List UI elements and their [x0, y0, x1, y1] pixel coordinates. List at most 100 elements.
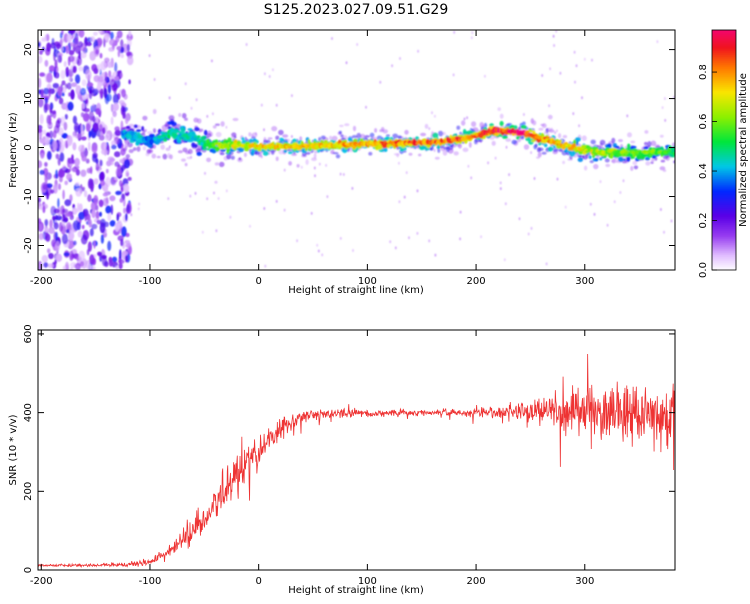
spectrogram-speck: [213, 191, 215, 195]
spectrogram-noise-cell: [126, 204, 131, 213]
spectrogram-ridge-cell: [186, 156, 193, 160]
spectrogram-noise-cell: [62, 217, 69, 223]
spectrogram-noise-cell: [40, 88, 44, 99]
spectrogram-noise-cell: [66, 82, 72, 90]
spectrogram-noise-cell: [123, 183, 130, 193]
colorbar-segment: [712, 120, 736, 123]
spectrogram-speck: [466, 116, 469, 120]
spectrogram-ridge-cell: [400, 147, 404, 152]
spectrogram-speck: [619, 191, 622, 194]
spectrogram-ridge-cell: [396, 153, 400, 158]
colorbar-segment: [712, 146, 736, 149]
spectrogram-ridge-cell: [385, 134, 390, 138]
spectrogram-ridge-cell: [632, 160, 638, 165]
colorbar-segment: [712, 74, 736, 77]
spectrogram-ridge-cell: [471, 121, 477, 127]
colorbar-segment: [712, 232, 736, 235]
spectrogram-ridge-cell: [167, 134, 171, 139]
spectrogram-ridge-cell: [182, 147, 188, 153]
spectrogram-noise-cell: [57, 198, 60, 209]
colorbar-segment: [712, 138, 736, 141]
colorbar-segment: [712, 130, 736, 133]
spectrogram-ridge-cell: [187, 139, 193, 143]
spectrogram-noise-cell: [122, 112, 126, 119]
spectrogram-y-tick-label: 20: [23, 43, 34, 56]
snr-x-tick-label: 0: [255, 576, 261, 587]
snr-y-tick-label: 200: [23, 482, 34, 501]
snr-x-tick-label: 100: [358, 576, 377, 587]
spectrogram-noise-cell: [91, 209, 96, 219]
spectrogram-noise-cell: [110, 116, 114, 125]
colorbar-segment: [712, 162, 736, 165]
spectrogram-noise-cell: [62, 265, 66, 270]
spectrogram-ridge-cell: [248, 132, 252, 137]
spectrogram-noise-cell: [93, 240, 96, 249]
spectrogram-noise-cell: [72, 131, 76, 138]
spectrogram-noise-cell: [122, 250, 129, 256]
spectrogram-ridge-cell: [167, 126, 172, 130]
spectrogram-noise-cell: [66, 33, 72, 43]
spectrogram-ridge-cell: [538, 127, 544, 131]
spectrogram-ridge-cell: [618, 156, 624, 162]
spectrogram-noise-cell: [95, 116, 99, 124]
spectrogram-noise-cell: [70, 82, 78, 87]
spectrogram-ridge-cell: [510, 125, 515, 128]
colorbar-segment: [712, 200, 736, 203]
spectrogram-noise-cell: [126, 172, 130, 177]
colorbar-segment: [712, 152, 736, 155]
spectrogram-ridge-cell: [599, 157, 603, 161]
colorbar-segment: [712, 132, 736, 135]
snr-y-tick-label: 600: [23, 324, 34, 343]
spectrogram-speck: [480, 235, 483, 239]
spectrogram-ridge-cell: [645, 161, 651, 166]
spectrogram-speck: [403, 195, 406, 199]
spectrogram-noise-cell: [93, 178, 99, 185]
colorbar-segment: [712, 54, 736, 57]
spectrogram-ridge-cell: [468, 141, 472, 148]
spectrogram-noise-cell: [119, 158, 124, 164]
colorbar-segment: [712, 134, 736, 137]
spectrogram-x-tick-label: -100: [139, 276, 162, 287]
spectrogram-ridge-cell: [647, 141, 652, 147]
spectrogram-ridge-cell: [122, 147, 127, 152]
spectrogram-speck: [275, 103, 278, 107]
spectrogram-ridge-cell: [169, 154, 173, 160]
spectrogram-ridge-cell: [397, 135, 402, 139]
colorbar-segment: [712, 186, 736, 189]
spectrogram-ridge-cell: [133, 124, 138, 129]
spectrogram-noise-cell: [41, 254, 48, 263]
spectrogram-speck: [417, 49, 420, 53]
spectrogram-ridge-cell: [462, 147, 469, 152]
spectrogram-noise-cell: [95, 107, 101, 115]
spectrogram-noise-cell: [52, 140, 57, 151]
spectrogram-ridge-cell: [561, 144, 566, 150]
snr-ticks: -200 -100 0 100 200 300 0 200 400 600: [23, 324, 675, 587]
spectrogram-noise-cell: [43, 167, 49, 177]
spectrogram-noise-cell: [38, 160, 43, 169]
spectrogram-noise-cell: [93, 195, 99, 206]
spectrogram-speck: [593, 212, 596, 216]
spectrogram-speck: [599, 180, 602, 184]
spectrogram-noise-cell: [67, 56, 71, 66]
spectrogram-noise-cell: [87, 82, 94, 87]
spectrogram-ridge-cell: [562, 160, 566, 165]
spectrogram-x-tick-label: 200: [467, 276, 486, 287]
colorbar-segment: [712, 106, 736, 109]
spectrogram-speck: [522, 113, 525, 116]
spectrogram-ridge-cell: [650, 140, 657, 147]
spectrogram-noise-cell: [102, 126, 106, 135]
spectrogram-noise-cell: [108, 70, 112, 78]
spectrogram-ridge-cell: [203, 129, 208, 136]
spectrogram-speck: [345, 61, 348, 65]
spectrogram-speck: [290, 135, 293, 138]
spectrogram-noise-cell: [86, 167, 92, 174]
spectrogram-noise-cell: [109, 195, 116, 202]
spectrogram-speck: [356, 43, 359, 46]
spectrogram-ridge-cell: [551, 135, 555, 139]
spectrogram-noise-cell: [80, 169, 87, 177]
spectrogram-noise-cell: [114, 222, 120, 232]
colorbar-segment: [712, 252, 736, 255]
spectrogram-speck: [225, 189, 228, 193]
